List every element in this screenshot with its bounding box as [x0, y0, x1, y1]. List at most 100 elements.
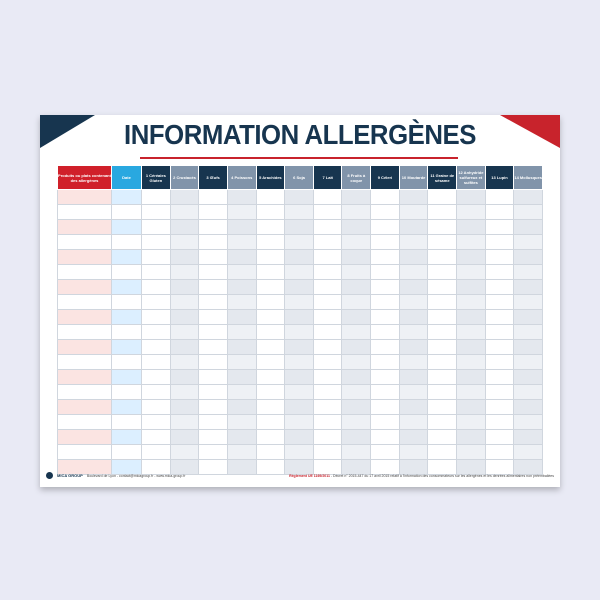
table-cell [255, 354, 286, 370]
table-cell [111, 459, 142, 475]
table-cell [370, 444, 400, 460]
table-cell [141, 384, 171, 400]
table-cell [169, 414, 200, 430]
table-cell [398, 234, 429, 250]
table-cell [111, 414, 142, 430]
table-cell [427, 414, 458, 430]
table-cell [341, 459, 372, 475]
table-cell [456, 324, 486, 340]
table-cell [427, 219, 458, 235]
table-cell [198, 204, 228, 220]
table-cell [226, 249, 257, 265]
table-cell [341, 264, 372, 280]
column-header: Produits ou plats contenant des allergèn… [57, 165, 112, 190]
table-cell [456, 309, 486, 325]
table-cell [284, 459, 314, 475]
table-cell [484, 264, 515, 280]
table-cell [312, 249, 343, 265]
table-cell [284, 264, 314, 280]
table-cell [370, 399, 400, 415]
table-cell [57, 444, 112, 460]
table-cell [284, 324, 314, 340]
table-cell [57, 414, 112, 430]
table-cell [427, 354, 458, 370]
table-cell [169, 204, 200, 220]
table-cell [427, 249, 458, 265]
table-cell [169, 459, 200, 475]
table-cell [341, 249, 372, 265]
table-cell [456, 339, 486, 355]
table-cell [226, 264, 257, 280]
table-cell [57, 204, 112, 220]
table-row [57, 324, 543, 340]
table-cell [57, 249, 112, 265]
table-cell [312, 399, 343, 415]
table-cell [341, 234, 372, 250]
table-cell [456, 219, 486, 235]
table-row [57, 339, 543, 355]
table-cell [169, 189, 200, 205]
table-cell [255, 399, 286, 415]
table-cell [513, 339, 543, 355]
table-cell [398, 294, 429, 310]
table-cell [111, 204, 142, 220]
table-cell [398, 384, 429, 400]
table-cell [513, 249, 543, 265]
table-cell [427, 309, 458, 325]
table-cell [513, 324, 543, 340]
table-cell [284, 234, 314, 250]
table-cell [456, 279, 486, 295]
table-cell [312, 369, 343, 385]
table-cell [198, 279, 228, 295]
table-cell [312, 294, 343, 310]
table-cell [255, 444, 286, 460]
table-cell [57, 309, 112, 325]
table-row [57, 264, 543, 280]
table-cell [513, 384, 543, 400]
table-cell [513, 399, 543, 415]
table-cell [141, 324, 171, 340]
table-cell [255, 189, 286, 205]
table-cell [111, 249, 142, 265]
table-cell [57, 384, 112, 400]
table-cell [198, 249, 228, 265]
table-cell [141, 414, 171, 430]
table-cell [513, 294, 543, 310]
table-cell [370, 414, 400, 430]
table-cell [255, 279, 286, 295]
table-cell [284, 279, 314, 295]
table-cell [198, 294, 228, 310]
table-cell [198, 354, 228, 370]
regulation-label: Règlement UE 1169/2011 [289, 473, 330, 478]
table-cell [141, 339, 171, 355]
table-cell [513, 429, 543, 445]
table-cell [255, 294, 286, 310]
table-cell [370, 264, 400, 280]
table-cell [169, 354, 200, 370]
table-cell [513, 204, 543, 220]
table-row [57, 354, 543, 370]
table-cell [341, 384, 372, 400]
table-cell [255, 219, 286, 235]
table-cell [341, 354, 372, 370]
table-cell [226, 279, 257, 295]
table-cell [341, 369, 372, 385]
table-cell [255, 309, 286, 325]
table-cell [370, 204, 400, 220]
table-cell [111, 279, 142, 295]
table-cell [226, 219, 257, 235]
table-row [57, 459, 543, 475]
table-cell [141, 429, 171, 445]
table-cell [370, 324, 400, 340]
table-cell [456, 369, 486, 385]
table-cell [484, 429, 515, 445]
table-cell [484, 324, 515, 340]
table-cell [370, 354, 400, 370]
table-cell [57, 429, 112, 445]
table-cell [398, 414, 429, 430]
table-cell [341, 309, 372, 325]
table-cell [141, 444, 171, 460]
table-cell [513, 264, 543, 280]
table-cell [398, 279, 429, 295]
column-header: 1 Céréales Gluten [141, 165, 171, 190]
